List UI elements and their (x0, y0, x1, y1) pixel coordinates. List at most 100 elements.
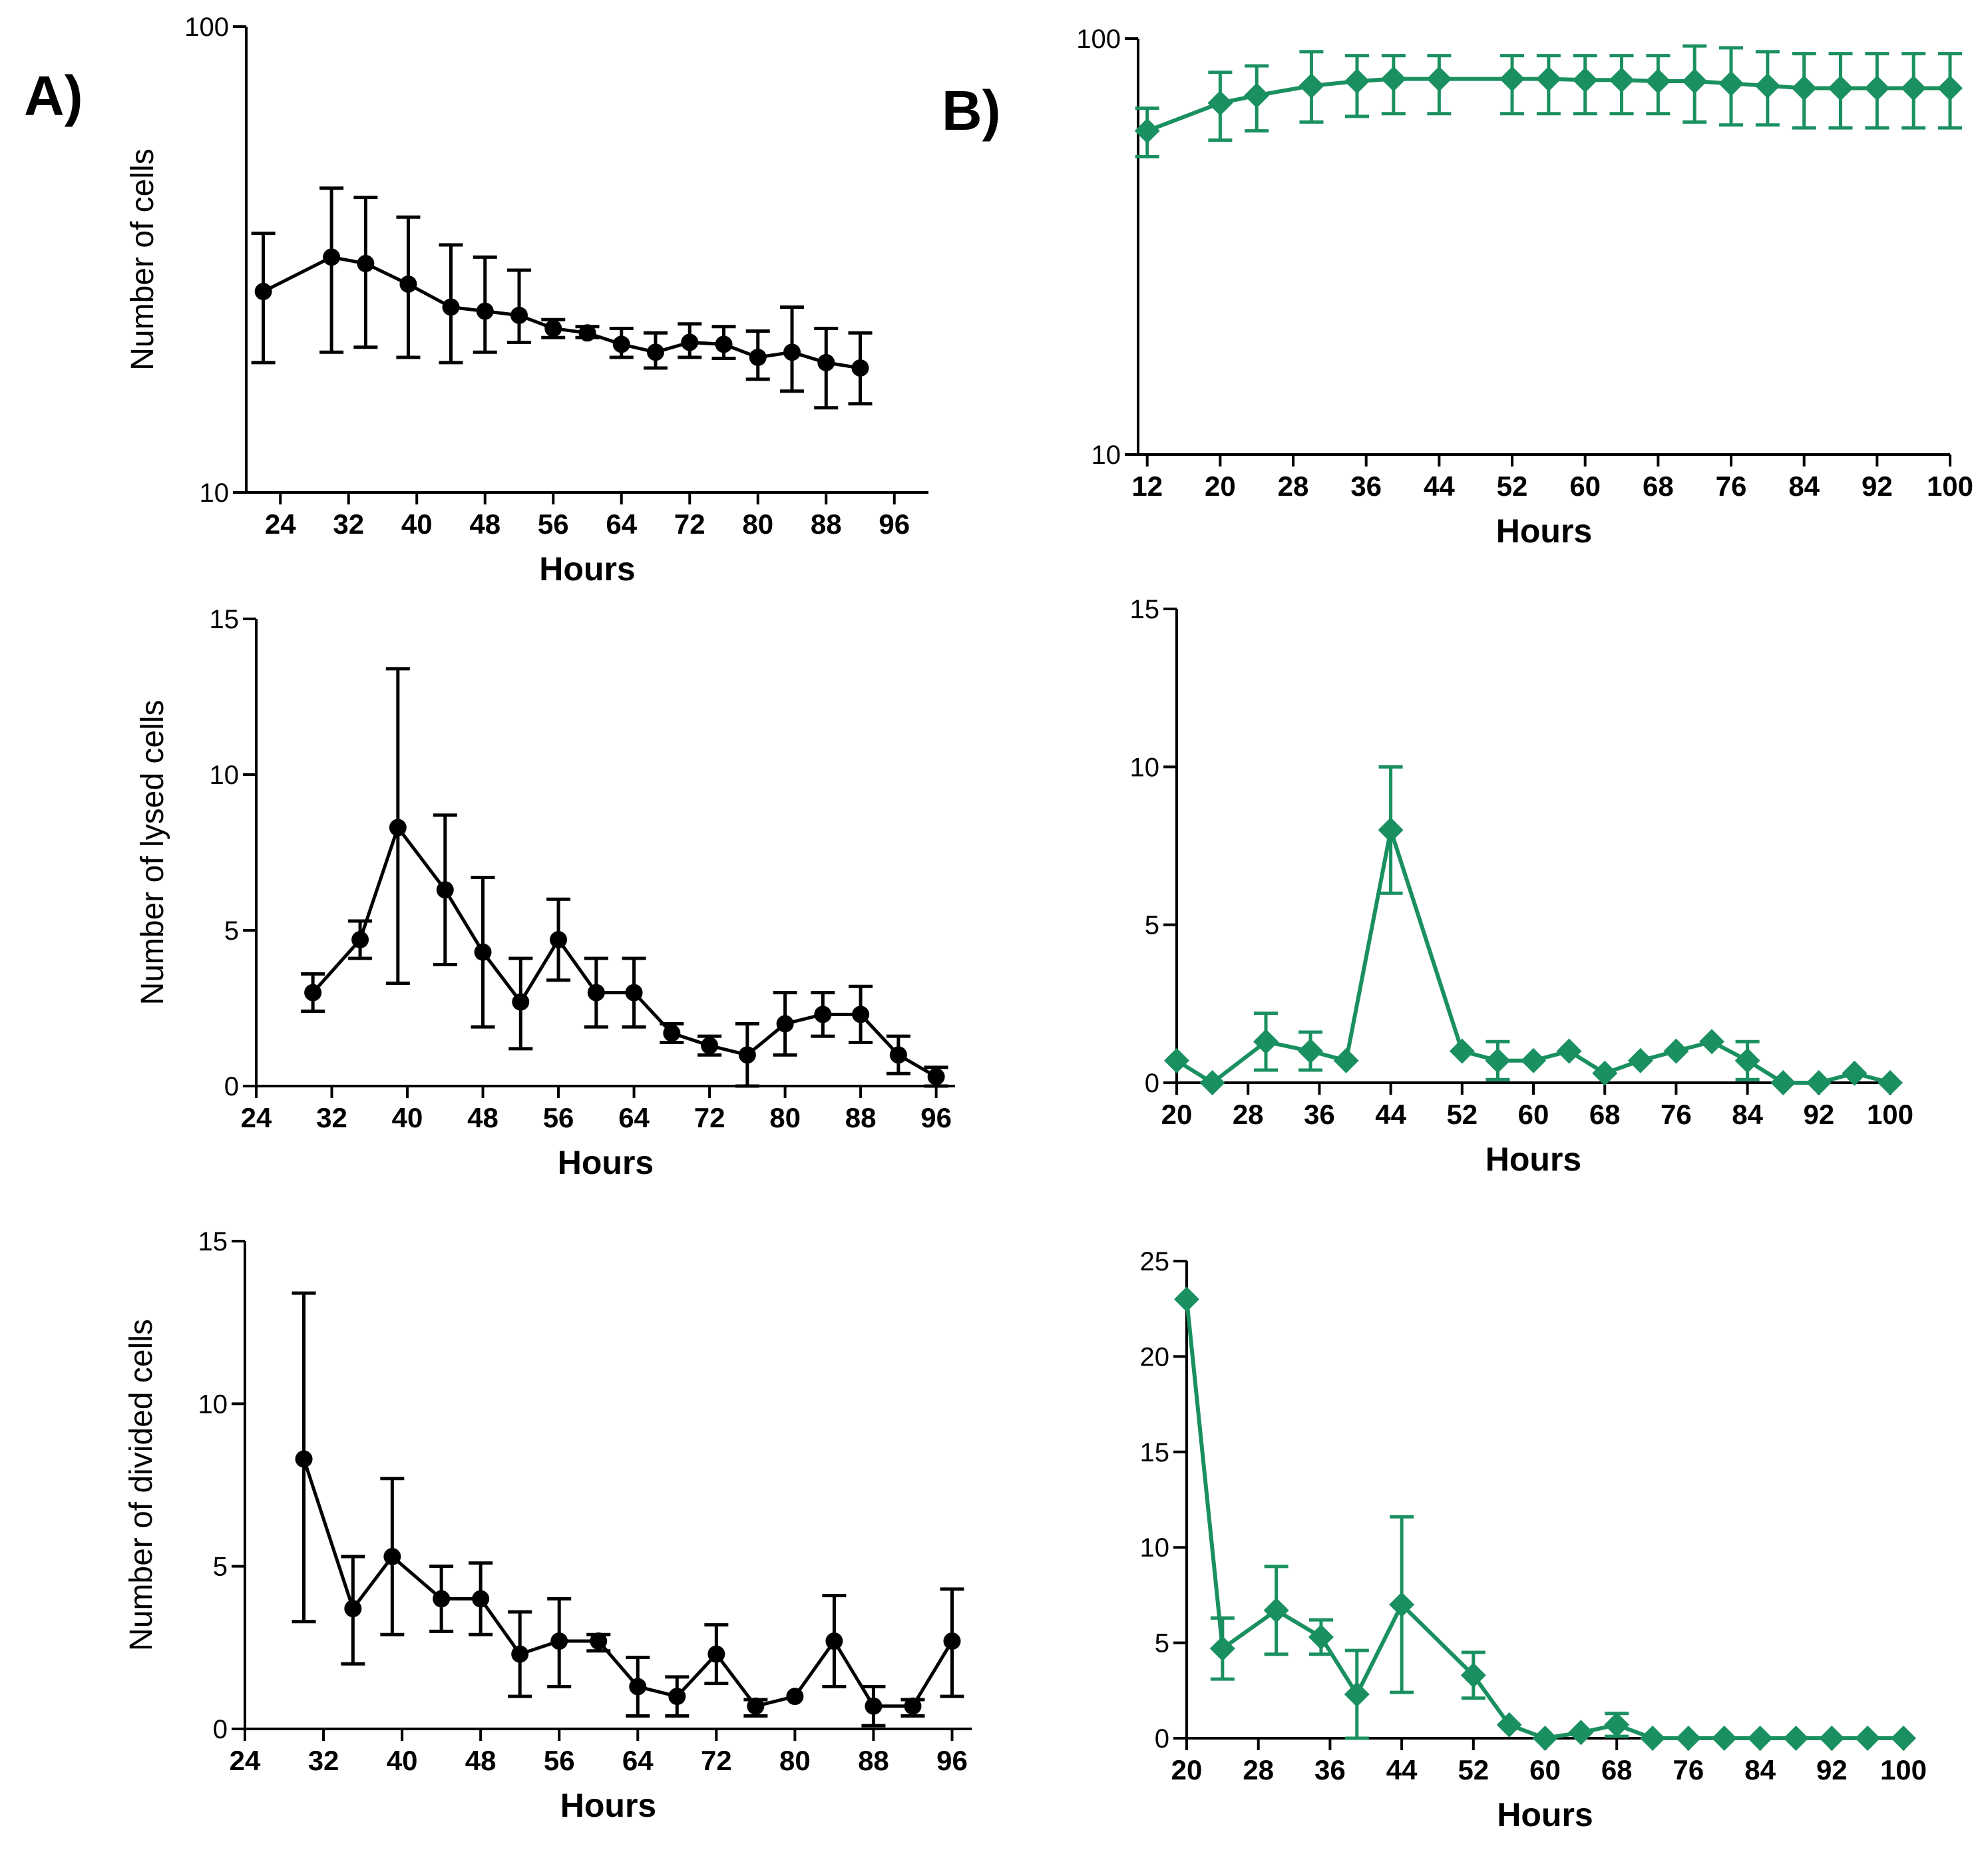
x-tick-label: 80 (769, 1102, 801, 1133)
x-axis-title: Hours (1486, 1141, 1581, 1178)
x-tick-label: 28 (1278, 470, 1309, 502)
x-tick-label: 84 (1744, 1754, 1776, 1785)
x-tick-label: 40 (387, 1745, 418, 1776)
x-axis-title: Hours (558, 1144, 654, 1181)
data-point (1734, 1047, 1760, 1073)
chart-a3: 0 5 10 15 24 32 40 48 56 64 72 80 88 96 Hours Number of… (124, 1227, 972, 1824)
x-tick-label: 52 (1458, 1754, 1489, 1785)
data-point (889, 1046, 907, 1064)
data-point (550, 931, 568, 949)
y-tick-label: 0 (224, 1072, 239, 1101)
data-point (344, 1600, 362, 1618)
x-tick-label: 36 (1314, 1754, 1346, 1785)
y-tick-label: 5 (1155, 1629, 1169, 1658)
data-point (1378, 817, 1404, 843)
data-point (1770, 1070, 1796, 1095)
data-point (399, 275, 417, 293)
data-point (668, 1688, 686, 1706)
data-point (1640, 1726, 1666, 1751)
data-point (578, 324, 596, 342)
data-point (433, 1590, 451, 1608)
data-point (1209, 1636, 1235, 1662)
x-axis-title: Hours (1496, 512, 1592, 550)
data-point (1263, 1597, 1289, 1623)
x-tick-label: 68 (1601, 1754, 1633, 1785)
x-tick-label: 44 (1424, 470, 1455, 502)
x-tick-label: 64 (606, 508, 637, 540)
data-point (1609, 67, 1635, 93)
x-tick-label: 100 (1880, 1754, 1927, 1785)
data-point (351, 931, 369, 949)
x-tick-label: 100 (1867, 1099, 1913, 1130)
data-point (1426, 66, 1452, 92)
data-point (1699, 1029, 1724, 1055)
data-point (1842, 1060, 1868, 1086)
y-tick-label: 15 (1140, 1438, 1170, 1467)
data-point (1535, 66, 1561, 92)
data-point (544, 319, 562, 337)
y-axis-title: Number of lysed cells (135, 700, 170, 1006)
x-tick-label: 48 (467, 1102, 498, 1133)
x-tick-label: 60 (1569, 470, 1601, 502)
x-tick-label: 52 (1446, 1099, 1478, 1130)
data-point (472, 1590, 490, 1608)
y-tick-label: 5 (224, 916, 239, 946)
y-axis-title: Number of cells (125, 148, 160, 370)
data-point (357, 255, 375, 273)
x-tick-label: 72 (694, 1102, 725, 1133)
y-tick-label: 10 (1140, 1533, 1170, 1563)
data-point (927, 1067, 945, 1085)
data-point (852, 1006, 870, 1024)
x-tick-label: 44 (1375, 1099, 1406, 1130)
x-tick-label: 72 (674, 508, 705, 540)
y-tick-label: 15 (1130, 595, 1160, 624)
data-point (943, 1632, 961, 1650)
data-point (476, 302, 494, 320)
data-point (1532, 1726, 1558, 1751)
data-point (1308, 1624, 1334, 1650)
x-tick-label: 84 (1788, 470, 1820, 502)
data-point (1663, 1038, 1689, 1064)
data-point (587, 984, 605, 1002)
data-point (436, 881, 454, 899)
data-point (749, 348, 767, 366)
x-tick-label: 24 (230, 1745, 261, 1776)
data-point (814, 1006, 832, 1024)
x-tick-label: 24 (241, 1102, 272, 1133)
x-tick-label: 88 (845, 1102, 877, 1133)
data-point (304, 984, 322, 1002)
data-point (1556, 1038, 1582, 1064)
data-point (851, 359, 869, 377)
data-point (1389, 1592, 1415, 1618)
x-tick-label: 20 (1161, 1099, 1193, 1130)
data-point (1604, 1712, 1630, 1738)
x-tick-label: 40 (392, 1102, 423, 1133)
data-point (1747, 1726, 1773, 1751)
data-point (612, 335, 630, 353)
x-tick-label: 32 (316, 1102, 347, 1133)
data-point (1134, 118, 1160, 144)
data-point (1828, 75, 1854, 101)
data-point (1806, 1070, 1832, 1095)
x-tick-label: 76 (1673, 1754, 1704, 1785)
data-point (510, 306, 528, 324)
x-tick-label: 92 (1803, 1099, 1834, 1130)
data-point (1754, 73, 1780, 98)
data-point (383, 1548, 401, 1566)
data-point (1568, 1720, 1594, 1746)
y-tick-label: 5 (1145, 911, 1159, 940)
data-point (747, 1697, 765, 1715)
data-point (1521, 1047, 1546, 1073)
x-tick-label: 32 (308, 1745, 339, 1776)
x-tick-label: 20 (1205, 470, 1236, 502)
y-tick-label: 10 (198, 1390, 228, 1419)
data-point (738, 1046, 756, 1064)
chart-b1: 10 100 12 20 28 36 44 52 60 68 76 84 92 100 Hours (1076, 25, 1973, 550)
data-point (1499, 66, 1525, 92)
y-tick-label: 10 (1092, 441, 1121, 470)
x-axis-title: Hours (560, 1787, 656, 1824)
chart-a2: 0 5 10 15 24 32 40 48 56 64 72 80 88 96 Hours Number of… (135, 605, 955, 1181)
x-tick-label: 64 (618, 1102, 650, 1133)
x-tick-label: 68 (1589, 1099, 1621, 1130)
x-tick-label: 100 (1927, 470, 1973, 502)
